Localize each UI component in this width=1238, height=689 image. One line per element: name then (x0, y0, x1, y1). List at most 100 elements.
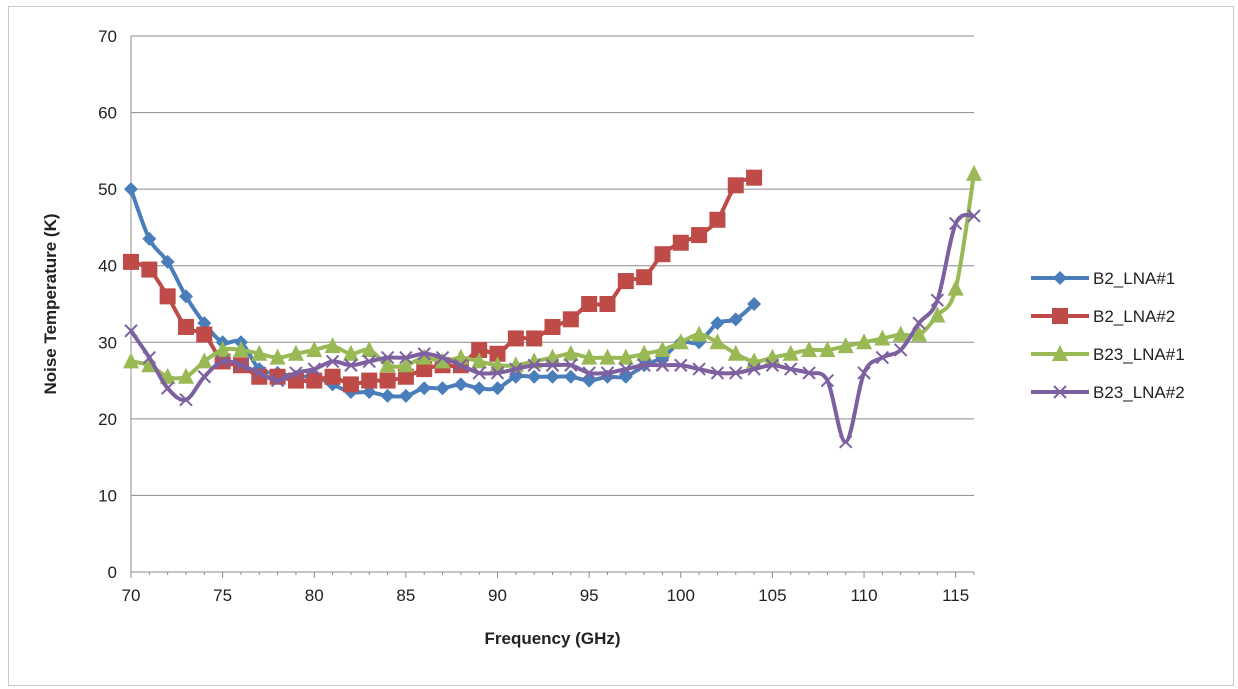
data-point (234, 358, 248, 372)
data-point (619, 362, 633, 376)
y-tick-label: 50 (98, 180, 117, 199)
data-point (434, 352, 451, 369)
data-point (270, 373, 285, 388)
data-point (929, 306, 946, 323)
data-point (435, 350, 450, 365)
data-point (636, 269, 653, 286)
data-point (746, 169, 763, 186)
data-point (527, 369, 542, 384)
data-point (417, 381, 432, 396)
data-point (617, 273, 634, 290)
data-point (654, 246, 671, 263)
data-point (489, 345, 506, 362)
y-tick-label: 70 (98, 27, 117, 46)
data-point (672, 333, 689, 350)
data-point (857, 366, 871, 380)
data-point (581, 296, 598, 312)
data-point (142, 231, 157, 246)
data-point (306, 372, 323, 389)
data-point (654, 340, 671, 357)
data-point (967, 209, 981, 223)
y-tick-label: 40 (98, 257, 117, 276)
data-point (819, 340, 836, 357)
legend-label: B23_LNA#2 (1093, 383, 1185, 402)
data-point (416, 348, 433, 365)
y-tick-label: 30 (98, 333, 117, 352)
data-point (710, 316, 725, 331)
y-tick-label: 10 (98, 486, 117, 505)
data-point (637, 358, 651, 372)
data-point (324, 337, 341, 354)
data-point (342, 344, 359, 361)
data-point (729, 366, 743, 380)
data-point (782, 344, 799, 361)
data-point (526, 330, 543, 347)
data-point (472, 381, 487, 396)
data-point (839, 435, 853, 449)
data-point (197, 370, 212, 384)
data-point (636, 344, 653, 361)
data-point (490, 381, 505, 396)
data-point (307, 362, 321, 376)
data-point (892, 325, 909, 342)
data-point (287, 344, 304, 361)
data-point (324, 368, 341, 385)
x-tick-label: 80 (305, 586, 324, 605)
legend-swatch-marker (1053, 385, 1067, 399)
data-point (692, 362, 706, 376)
data-point (727, 177, 744, 194)
data-point (142, 350, 157, 365)
legend-item: B2_LNA#1 (1031, 269, 1175, 288)
y-tick-label: 20 (98, 410, 117, 429)
data-point (124, 324, 138, 338)
data-point (562, 311, 579, 328)
data-point (600, 366, 615, 380)
data-point (416, 361, 433, 378)
data-point (417, 347, 431, 361)
data-point (397, 368, 414, 385)
x-tick-label: 70 (122, 586, 141, 605)
data-point (562, 344, 579, 361)
data-point (196, 352, 213, 369)
data-point (674, 358, 688, 372)
data-point (599, 348, 616, 365)
x-tick-label: 105 (758, 586, 786, 605)
legend-label: B2_LNA#1 (1093, 269, 1175, 288)
data-point (398, 388, 413, 403)
data-point (472, 366, 486, 380)
data-point (930, 293, 945, 307)
data-point (802, 366, 816, 380)
y-tick-label: 0 (108, 563, 117, 582)
data-point (507, 330, 524, 347)
data-point (361, 372, 378, 389)
legend-swatch-marker (1052, 345, 1068, 361)
data-point (966, 164, 982, 181)
data-point (471, 352, 488, 369)
legend: B2_LNA#1 B2_LNA#2 B23_LNA#1 B23_LNA#2 (1031, 269, 1185, 402)
data-point (490, 366, 505, 380)
data-point (545, 358, 560, 372)
data-point (747, 297, 762, 311)
data-point (454, 358, 468, 372)
data-point (397, 356, 414, 373)
data-point (177, 367, 194, 384)
data-point (727, 344, 744, 361)
data-point (380, 350, 395, 365)
data-point (856, 333, 873, 350)
x-tick-label: 75 (213, 586, 232, 605)
data-point (453, 377, 468, 392)
data-point (123, 352, 139, 369)
data-point (527, 358, 541, 372)
legend-item: B23_LNA#1 (1031, 345, 1185, 364)
x-tick-label: 115 (942, 586, 969, 605)
data-point (399, 350, 413, 365)
data-point (947, 279, 964, 296)
data-point (948, 216, 963, 231)
data-point (159, 288, 176, 305)
data-point (306, 340, 323, 357)
data-point (874, 329, 891, 346)
data-point (509, 362, 523, 376)
legend-item: B2_LNA#2 (1031, 307, 1175, 326)
data-point (801, 340, 818, 357)
data-point (617, 348, 634, 365)
